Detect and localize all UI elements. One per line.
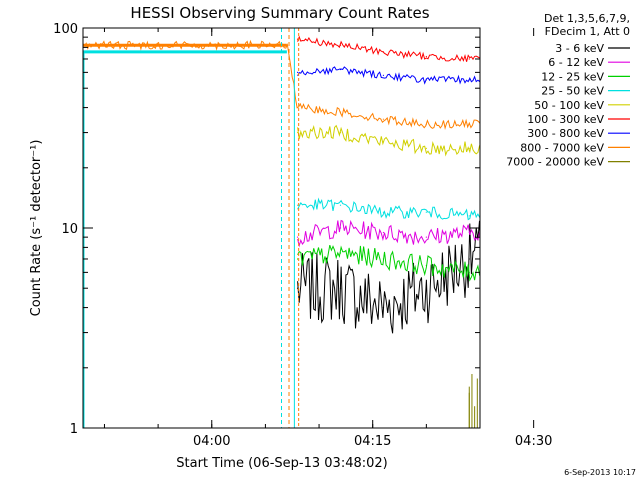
legend-label: 12 - 25 keV — [541, 70, 604, 83]
footer-timestamp: 6-Sep-2013 10:17 — [564, 468, 636, 477]
data-point — [296, 236, 299, 238]
data-point — [296, 287, 299, 289]
series-100-300-kev — [296, 35, 513, 62]
data-point — [555, 232, 556, 233]
data-point — [382, 118, 385, 120]
data-point — [339, 111, 342, 113]
data-point — [555, 252, 556, 253]
data-point — [296, 258, 299, 260]
data-point — [425, 211, 427, 213]
data-point — [339, 252, 342, 254]
y-axis-label: Count Rate (s⁻¹ detector⁻¹) — [29, 140, 44, 317]
data-point — [597, 208, 598, 209]
series-line — [297, 219, 480, 248]
data-point — [597, 247, 598, 248]
data-point — [296, 204, 299, 206]
series-line — [297, 124, 480, 157]
data-point — [468, 79, 470, 81]
data-point — [555, 208, 556, 209]
legend-label: 50 - 100 keV — [534, 99, 604, 112]
data-point — [468, 58, 470, 60]
series-layer — [83, 35, 598, 428]
x-tick-label: 04:15 — [354, 434, 391, 449]
series-12-25-kev — [296, 244, 598, 282]
data-point — [512, 212, 513, 213]
series-7000-20000-kev — [468, 374, 480, 428]
data-point — [339, 68, 342, 71]
data-point — [597, 232, 598, 233]
data-point — [468, 215, 470, 217]
data-point — [425, 147, 427, 150]
data-point — [512, 265, 513, 266]
data-point — [339, 131, 342, 134]
data-point — [512, 119, 513, 120]
data-point — [597, 247, 598, 248]
data-point — [382, 258, 385, 260]
series-line — [297, 197, 480, 221]
data-point — [512, 58, 513, 59]
data-point — [468, 231, 470, 234]
data-point — [468, 123, 470, 125]
data-point — [382, 74, 385, 76]
data-point — [339, 227, 342, 229]
series-line — [297, 220, 480, 334]
series-3-6-kev — [296, 220, 598, 334]
data-point — [296, 131, 299, 134]
series-line — [83, 39, 480, 130]
data-point — [296, 38, 299, 40]
data-point — [512, 141, 513, 142]
legend: Det 1,3,5,6,7,9,FDecim 1, Att 0 3 - 6 keV… — [506, 12, 630, 169]
data-point — [425, 287, 427, 289]
data-point — [382, 306, 385, 309]
data-point — [339, 204, 342, 206]
data-point — [512, 227, 513, 228]
series-25-50-kev — [296, 197, 598, 221]
data-point — [425, 236, 427, 238]
data-point — [425, 264, 427, 267]
legend-header: FDecim 1, Att 0 — [545, 25, 630, 38]
data-point — [425, 55, 427, 58]
series-50-100-kev — [296, 124, 513, 157]
data-point — [382, 141, 385, 143]
data-point — [425, 79, 427, 81]
data-point — [382, 51, 385, 53]
data-point — [382, 231, 385, 234]
legend-label: 7000 - 20000 keV — [506, 156, 604, 169]
x-axis-label: Start Time (06-Sep-13 03:48:02) — [176, 456, 387, 471]
data-point — [296, 71, 299, 73]
legend-header: Det 1,3,5,6,7,9, — [544, 12, 630, 25]
legend-label: 25 - 50 keV — [541, 85, 604, 98]
legend-label: 300 - 800 keV — [527, 127, 604, 140]
series-line — [297, 244, 480, 282]
data-point — [468, 258, 470, 260]
data-point — [468, 271, 470, 273]
data-point — [555, 227, 556, 228]
legend-label: 100 - 300 keV — [527, 113, 604, 126]
series-6-12-kev — [296, 219, 598, 248]
y-tick-label: 100 — [53, 22, 78, 37]
data-point — [296, 106, 299, 109]
x-tick-label: 04:00 — [193, 434, 230, 449]
legend-label: 3 - 6 keV — [555, 42, 604, 55]
y-tick-label: 10 — [61, 222, 78, 237]
y-tick-label: 1 — [70, 422, 78, 437]
data-point — [512, 242, 513, 243]
series-line — [297, 35, 480, 62]
legend-label: 6 - 12 keV — [548, 56, 604, 69]
legend-label: 800 - 7000 keV — [520, 141, 604, 154]
data-point — [339, 44, 342, 46]
chart-title: HESSI Observing Summary Count Rates — [130, 4, 429, 22]
x-tick-label: 04:30 — [515, 434, 552, 449]
data-point — [339, 287, 342, 289]
data-point — [425, 123, 427, 125]
data-point — [468, 147, 470, 150]
series-300-800-kev — [296, 66, 513, 85]
marker-layer — [83, 28, 300, 428]
data-point — [382, 211, 385, 213]
data-point — [512, 78, 513, 79]
